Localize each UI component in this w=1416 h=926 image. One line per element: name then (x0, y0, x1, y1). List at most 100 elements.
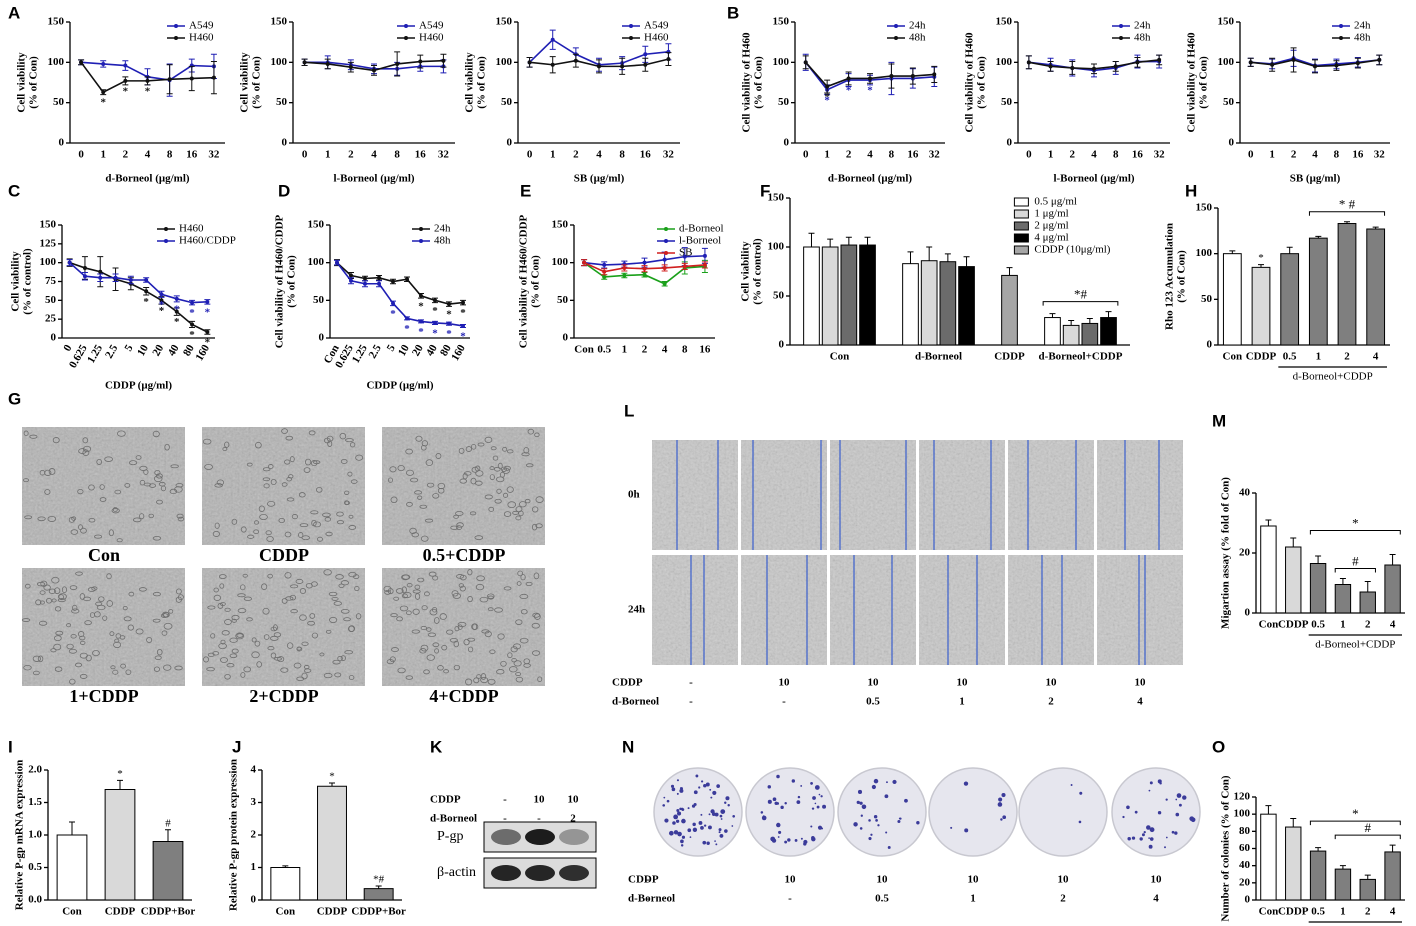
y-axis-label: (% of Con) (1176, 250, 1188, 303)
cell (231, 518, 238, 525)
cell (494, 466, 501, 472)
significance-mark: * (145, 85, 151, 97)
cell (471, 443, 477, 450)
legend-label: H460 (419, 32, 444, 44)
cell (425, 459, 434, 467)
data-point (527, 60, 532, 65)
data-point (642, 266, 647, 271)
y-tick-label: 0 (59, 137, 65, 149)
cell (443, 669, 449, 674)
cell (72, 604, 78, 611)
x-tick-label: 4 (662, 344, 668, 356)
y-tick-label: 50 (53, 96, 65, 108)
error-bar (1339, 865, 1346, 870)
cell (399, 605, 409, 612)
cell (75, 571, 83, 576)
colony (715, 843, 718, 846)
data-point (391, 279, 395, 284)
x-axis-label: CDDP (μg/ml) (366, 380, 433, 392)
legend-swatch (174, 24, 178, 28)
cell (243, 666, 252, 673)
cell (492, 455, 499, 461)
cell (417, 495, 423, 500)
data-point (205, 299, 210, 304)
colony (760, 811, 764, 814)
data-point (82, 274, 87, 279)
data-point (702, 262, 707, 267)
cell (298, 532, 304, 539)
data-point (662, 265, 667, 270)
data-point (1070, 65, 1075, 70)
cell (254, 520, 260, 525)
cell (389, 466, 397, 473)
cell (240, 526, 247, 533)
colony (776, 822, 781, 828)
data-point (1048, 64, 1053, 69)
cell (163, 664, 172, 671)
y-tick-label: 50 (313, 294, 325, 306)
cell (80, 527, 87, 534)
data-point (1092, 66, 1096, 71)
colony (1002, 815, 1007, 820)
cell (301, 535, 310, 541)
cell (79, 593, 86, 600)
legend-swatch (629, 24, 633, 28)
cell (414, 490, 423, 495)
treatment-value: 10 (868, 677, 880, 689)
cell (424, 518, 434, 523)
legend-label: H460 (189, 32, 214, 44)
error-bar (1315, 555, 1322, 564)
cell (354, 586, 360, 592)
treatment-label: CDDP (628, 874, 659, 886)
culture-plate (837, 767, 927, 857)
error-bar (845, 236, 852, 246)
cell (219, 574, 227, 580)
legend-swatch (664, 227, 668, 231)
error-bar (827, 238, 834, 247)
cell (132, 517, 142, 523)
bar (1285, 546, 1302, 614)
x-tick-label: 32 (929, 149, 941, 161)
x-tick-label: 1 (1316, 351, 1322, 363)
cell (343, 617, 351, 622)
bar (1384, 851, 1401, 901)
significance-mark: * (159, 305, 165, 317)
colony (668, 830, 674, 836)
cell (467, 637, 476, 642)
wound-texture (741, 555, 827, 665)
cell (110, 665, 116, 670)
y-tick-label: 50 (1001, 96, 1013, 108)
cell (224, 441, 230, 448)
cell (277, 656, 285, 663)
cell (267, 573, 273, 579)
colony (963, 781, 969, 786)
x-tick-label: 0 (1248, 149, 1254, 161)
error-bar (1006, 267, 1013, 276)
cell (39, 600, 45, 605)
data-point (642, 272, 647, 277)
y-tick-label: 0 (1229, 137, 1235, 149)
y-axis-label: Cell viability of H460 (741, 32, 753, 132)
colony (796, 800, 801, 805)
cell (474, 535, 484, 540)
x-axis-label: d-Borneol (μg/ml) (105, 173, 189, 185)
data-point (79, 60, 84, 65)
panel-label: D (278, 181, 290, 200)
treatment-value: - (782, 696, 786, 708)
cell (437, 482, 446, 490)
cell (455, 510, 464, 516)
cell (255, 441, 262, 449)
cell (464, 678, 473, 686)
cell (397, 667, 406, 674)
cell (36, 581, 46, 587)
colony (724, 801, 727, 804)
colony (814, 785, 820, 790)
error-bar (808, 232, 815, 247)
colony (724, 829, 728, 833)
cell (218, 642, 227, 650)
data-point (582, 260, 587, 265)
x-tick-label: 0 (1026, 149, 1032, 161)
cell (428, 571, 437, 577)
cell (224, 619, 232, 625)
